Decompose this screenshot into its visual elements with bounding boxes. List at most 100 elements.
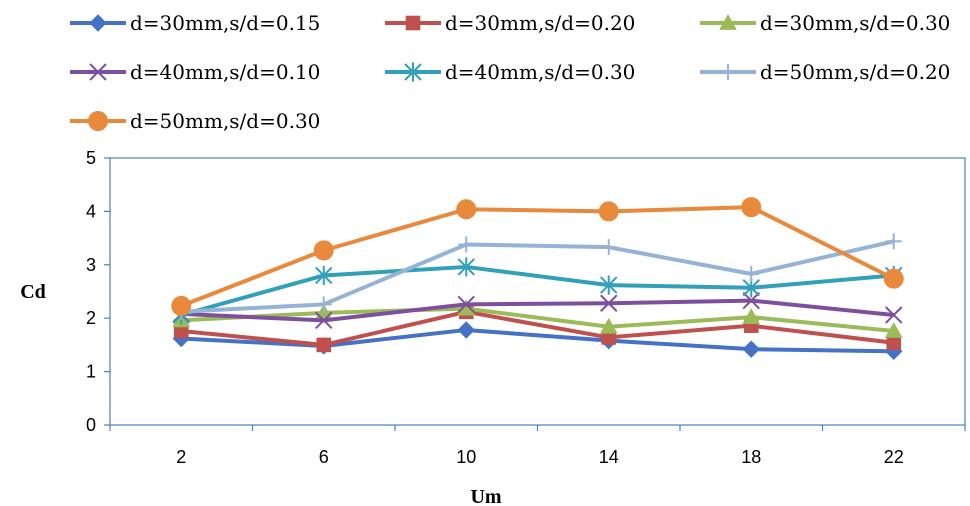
legend-entry: d=30mm,s/d=0.15 (70, 11, 320, 35)
x-marker (315, 311, 333, 330)
series-line (181, 298, 894, 323)
legend-label: d=40mm,s/d=0.10 (130, 60, 320, 84)
legend-entry: d=30mm,s/d=0.20 (385, 11, 635, 35)
x-tick-label: 22 (884, 447, 904, 467)
legend-label: d=50mm,s/d=0.20 (760, 60, 950, 84)
series-layer (171, 197, 904, 361)
data-point (742, 291, 760, 310)
plus-marker (743, 265, 760, 282)
square-marker (316, 337, 332, 353)
data-point (600, 239, 617, 256)
triangle-marker (884, 321, 903, 338)
legend-entry: d=50mm,s/d=0.20 (700, 60, 950, 84)
plus-marker (885, 233, 902, 250)
data-point (885, 233, 902, 250)
diamond-marker (89, 14, 107, 32)
data-point (884, 321, 903, 338)
x-tick-label: 10 (456, 447, 476, 467)
plus-marker (315, 296, 332, 313)
y-tick-label: 0 (86, 415, 96, 435)
data-point (743, 265, 760, 282)
legend-entry: d=30mm,s/d=0.30 (700, 11, 950, 35)
triangle-marker (719, 13, 737, 30)
plus-marker (458, 236, 475, 253)
circle-marker (313, 240, 334, 261)
asterisk-marker (457, 257, 475, 277)
data-point (315, 311, 333, 330)
series-7 (171, 197, 904, 316)
data-point (742, 308, 761, 325)
axes: 0 1 2 3 4 5 2 6 10 14 18 22 (86, 148, 966, 467)
data-point (171, 295, 192, 316)
asterisk-marker (404, 62, 422, 82)
series-line (181, 327, 894, 354)
x-tick-label: 18 (741, 447, 761, 467)
x-tick-label: 14 (599, 447, 619, 467)
triangle-marker (599, 317, 618, 334)
square-marker (405, 15, 421, 31)
circle-marker (171, 295, 192, 316)
circle-marker (456, 199, 477, 220)
data-point (457, 257, 475, 277)
data-point (457, 321, 475, 339)
series-5 (172, 257, 903, 325)
series-line (181, 309, 894, 347)
x-marker (600, 294, 618, 312)
data-point (458, 236, 475, 253)
asterisk-marker (315, 265, 333, 286)
chart-legend: d=30mm,s/d=0.15 d=30mm,s/d=0.20 d=30mm,s/d… (70, 11, 950, 133)
circle-marker (88, 111, 108, 131)
legend-label: d=50mm,s/d=0.30 (130, 109, 320, 133)
x-tick-label: 2 (176, 447, 186, 467)
data-point (600, 294, 618, 312)
series-line (180, 264, 894, 317)
plot-area-frame (109, 157, 966, 426)
legend-entry: d=40mm,s/d=0.10 (70, 60, 320, 84)
plus-marker (600, 239, 617, 256)
data-point (316, 337, 332, 353)
data-point (457, 295, 475, 314)
y-tick-label: 5 (86, 148, 96, 168)
legend-label: d=30mm,s/d=0.15 (130, 11, 320, 35)
y-tick-label: 2 (86, 308, 96, 328)
legend-label: d=40mm,s/d=0.30 (445, 60, 635, 84)
circle-marker (598, 201, 619, 222)
x-axis-title: Um (470, 486, 501, 506)
x-marker (89, 63, 107, 81)
x-tick-label: 6 (319, 447, 329, 467)
data-point (883, 268, 904, 289)
data-point (885, 306, 903, 324)
diamond-marker (742, 340, 760, 358)
y-axis-title: Cd (20, 281, 46, 303)
legend-label: d=30mm,s/d=0.20 (445, 11, 635, 35)
y-tick-label: 4 (86, 201, 96, 221)
diamond-marker (457, 321, 475, 339)
circle-marker (883, 268, 904, 289)
data-point (886, 335, 902, 351)
data-point (742, 340, 760, 358)
legend-entry: d=40mm,s/d=0.30 (385, 60, 635, 84)
circle-marker (741, 197, 762, 218)
y-tick-label: 3 (86, 255, 96, 275)
series-line (181, 239, 895, 314)
plus-marker (720, 64, 736, 80)
x-marker (742, 291, 760, 310)
data-point (600, 275, 618, 295)
asterisk-marker (600, 275, 618, 295)
series-line (180, 205, 895, 308)
y-tick-label: 1 (86, 362, 96, 382)
data-point (741, 197, 762, 218)
data-point (598, 201, 619, 222)
legend-label: d=30mm,s/d=0.30 (760, 11, 950, 35)
data-point (599, 317, 618, 334)
data-point (456, 199, 477, 220)
data-point (313, 240, 334, 261)
square-marker (886, 335, 902, 351)
legend-entry: d=50mm,s/d=0.30 (70, 109, 320, 133)
data-point (315, 296, 332, 313)
x-marker (457, 295, 475, 314)
x-marker (885, 306, 903, 324)
series-line (181, 306, 894, 334)
data-point (315, 265, 333, 286)
